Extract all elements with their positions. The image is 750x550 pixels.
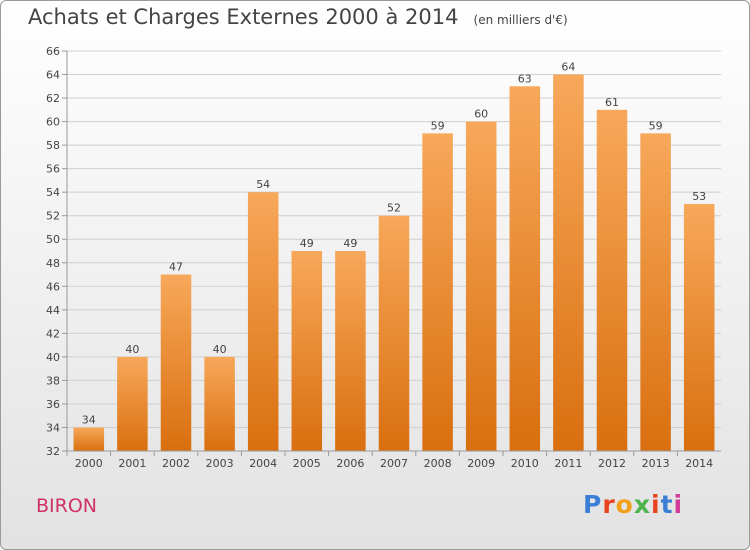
bar <box>73 427 105 451</box>
bar <box>160 274 192 451</box>
logo-letter: r <box>602 490 616 519</box>
bar <box>553 74 584 451</box>
bar <box>204 356 235 451</box>
x-tick-label: 2009 <box>467 457 495 470</box>
x-tick-label: 2002 <box>162 457 190 470</box>
logo-letter: P <box>583 490 603 519</box>
data-label: 53 <box>692 190 706 203</box>
y-tick-label: 38 <box>46 374 60 387</box>
logo-letter: o <box>615 490 634 519</box>
y-tick-label: 58 <box>46 139 60 152</box>
x-tick-label: 2005 <box>293 457 321 470</box>
bar <box>465 121 497 452</box>
y-tick-label: 64 <box>46 69 60 82</box>
y-tick-label: 46 <box>46 280 60 293</box>
data-label: 59 <box>649 119 663 132</box>
x-tick-label: 2000 <box>75 457 103 470</box>
data-label: 52 <box>387 202 401 215</box>
data-label: 40 <box>213 343 227 356</box>
bars <box>73 74 715 452</box>
proxiti-logo[interactable]: Proxiti <box>583 490 683 519</box>
data-label: 34 <box>82 413 96 426</box>
data-label: 54 <box>256 178 270 191</box>
x-tick-label: 2008 <box>424 457 452 470</box>
logo-letter: x <box>633 490 651 519</box>
bar <box>509 86 541 451</box>
x-tick-label: 2014 <box>685 457 713 470</box>
y-tick-label: 36 <box>46 398 60 411</box>
y-tick-label: 62 <box>46 92 60 105</box>
bar <box>640 133 671 451</box>
data-label: 64 <box>561 61 575 74</box>
y-tick-label: 60 <box>46 116 60 129</box>
data-label: 60 <box>474 108 488 121</box>
logo-letter: t <box>660 490 674 519</box>
y-tick-label: 42 <box>46 327 60 340</box>
logo-letter: i <box>673 490 684 519</box>
x-tick-label: 2003 <box>206 457 234 470</box>
data-label: 49 <box>300 237 314 250</box>
x-tick-label: 2001 <box>118 457 146 470</box>
x-tick-label: 2006 <box>336 457 364 470</box>
commune-name: BIRON <box>36 495 98 517</box>
y-tick-label: 44 <box>46 304 60 317</box>
y-tick-label: 40 <box>46 351 60 364</box>
y-tick-label: 66 <box>46 45 60 58</box>
bar <box>291 251 323 451</box>
data-label: 63 <box>518 72 532 85</box>
labels: 32 34 36 38 40 42 44 46 48 50 52 54 56 58 60 62 64 66 34 20… <box>46 45 713 470</box>
x-tick-label: 2011 <box>554 457 582 470</box>
bar <box>422 133 453 451</box>
chart-header: Achats et Charges Externes 2000 à 2014 (… <box>28 5 568 29</box>
bar <box>117 356 148 451</box>
y-tick-label: 54 <box>46 186 60 199</box>
data-label: 49 <box>343 237 357 250</box>
x-tick-label: 2007 <box>380 457 408 470</box>
data-label: 40 <box>125 343 139 356</box>
bar <box>596 109 628 451</box>
chart-title: Achats et Charges Externes 2000 à 2014 <box>28 5 459 29</box>
x-tick-label: 2004 <box>249 457 277 470</box>
y-tick-label: 52 <box>46 210 60 223</box>
bar <box>247 192 279 452</box>
bar <box>683 203 715 451</box>
data-label: 47 <box>169 261 183 274</box>
data-label: 59 <box>431 119 445 132</box>
data-label: 61 <box>605 96 619 109</box>
x-tick-label: 2012 <box>598 457 626 470</box>
y-tick-label: 56 <box>46 163 60 176</box>
x-tick-label: 2013 <box>642 457 670 470</box>
axes <box>62 50 721 456</box>
bar <box>378 215 410 451</box>
chart-subtitle: (en milliers d'€) <box>473 13 568 27</box>
y-tick-label: 50 <box>46 233 60 246</box>
y-tick-label: 34 <box>46 421 60 434</box>
logo-letter: i <box>651 490 661 519</box>
bar <box>335 251 366 451</box>
x-tick-label: 2010 <box>511 457 539 470</box>
y-tick-label: 32 <box>46 445 60 458</box>
y-tick-label: 48 <box>46 257 60 270</box>
